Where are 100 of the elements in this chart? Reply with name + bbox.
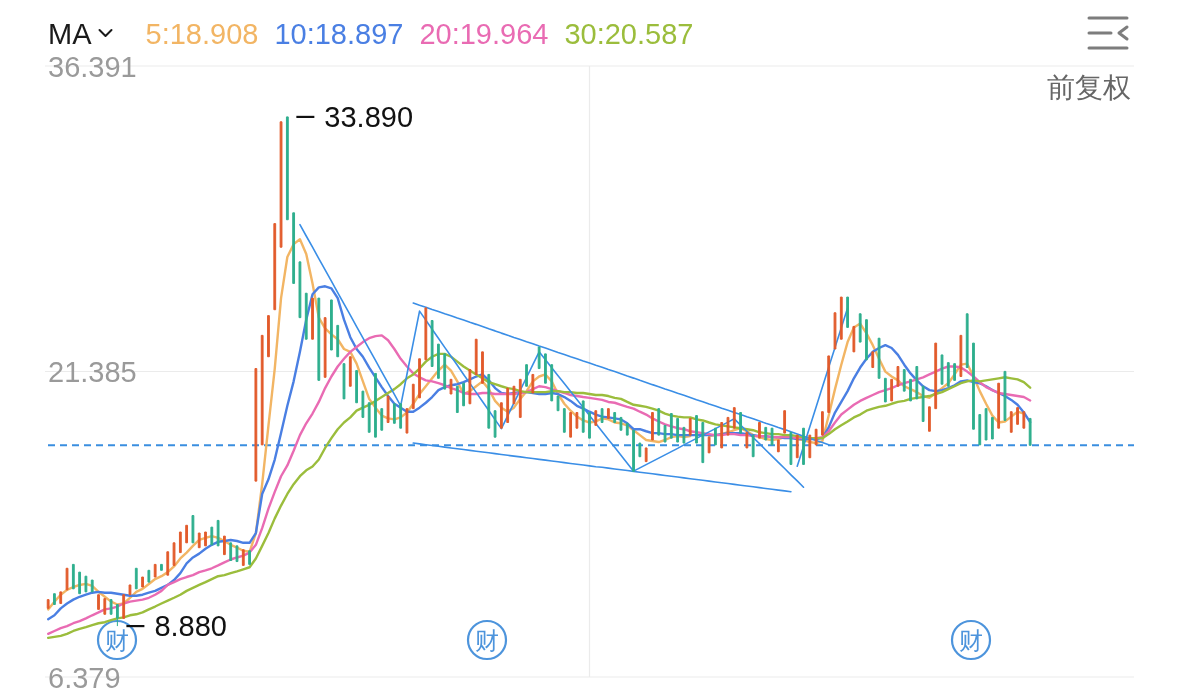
candlestick — [619, 416, 623, 431]
candlestick — [109, 599, 113, 615]
candlestick — [317, 297, 321, 381]
candlestick — [902, 369, 906, 392]
candlestick — [739, 412, 742, 434]
candlestick — [865, 319, 868, 361]
candlestick — [544, 353, 547, 384]
candlestick — [216, 519, 220, 547]
candlestick — [896, 366, 900, 387]
candlestick — [248, 550, 251, 565]
candlestick — [1028, 417, 1032, 446]
candlestick — [348, 356, 352, 387]
candlestick — [78, 571, 82, 595]
candlestick — [525, 364, 528, 387]
candlestick — [751, 434, 755, 458]
candlestick — [128, 584, 132, 596]
annotation: 财 — [959, 627, 983, 654]
text: 20:19.964 — [419, 18, 549, 50]
candlestick — [355, 370, 358, 404]
candlestick — [292, 212, 296, 284]
y-tick-label: 36.391 — [48, 50, 137, 83]
candlestick — [833, 312, 837, 350]
candlestick — [267, 315, 270, 358]
candlestick — [934, 342, 938, 410]
candlestick — [978, 414, 982, 446]
candlestick — [437, 343, 440, 379]
candlestick — [285, 116, 289, 221]
candlestick — [279, 121, 283, 248]
candlestick — [97, 594, 100, 610]
candlestick — [210, 526, 214, 546]
candlestick — [298, 261, 302, 319]
candlestick — [537, 346, 541, 370]
candlestick — [965, 313, 969, 369]
candlestick — [499, 402, 503, 429]
candlestick — [720, 422, 724, 449]
candlestick — [783, 410, 787, 434]
annotation: 33.890 — [324, 100, 414, 133]
candlestick — [909, 378, 912, 402]
candlestick — [569, 412, 573, 438]
candlestick — [676, 417, 680, 443]
candlestick — [405, 408, 409, 434]
candlestick — [468, 369, 472, 405]
candlestick — [166, 551, 170, 576]
candlestick — [424, 307, 428, 361]
annotation: 财 — [105, 627, 129, 654]
candlestick — [481, 351, 484, 384]
candlestick — [380, 408, 384, 431]
candlestick — [953, 363, 956, 381]
candlestick — [392, 403, 396, 424]
candlestick — [418, 358, 421, 399]
y-tick-label: 6.379 — [48, 661, 121, 690]
candlestick — [430, 320, 434, 368]
candlestick — [883, 377, 887, 403]
candlestick — [342, 363, 346, 400]
candlestick — [921, 385, 925, 422]
candlestick — [651, 412, 654, 441]
candlestick — [594, 410, 598, 426]
candlestick — [449, 378, 453, 395]
candlestick — [122, 594, 126, 619]
candlestick — [770, 427, 774, 446]
candlestick — [493, 410, 497, 438]
candlestick — [204, 531, 207, 547]
candlestick — [946, 362, 950, 387]
legend-title: MA — [48, 18, 93, 50]
candlestick — [550, 364, 554, 402]
candlestick — [802, 427, 805, 465]
text: 5:18.908 — [145, 18, 259, 50]
candlestick — [229, 542, 233, 562]
candlestick — [821, 411, 824, 436]
candlestick — [657, 408, 661, 436]
candlestick — [808, 434, 812, 459]
candlestick — [386, 395, 390, 423]
candlestick — [361, 390, 365, 418]
candlestick — [153, 563, 157, 578]
candlestick — [997, 382, 1001, 429]
candlestick — [877, 337, 881, 379]
candlestick — [518, 378, 522, 418]
candlestick — [644, 447, 648, 463]
candlestick — [399, 403, 403, 429]
candlestick — [443, 353, 447, 390]
candlestick — [663, 424, 667, 443]
candlestick — [795, 434, 799, 459]
candlestick — [928, 406, 931, 432]
candlestick — [581, 400, 585, 433]
candlestick — [575, 412, 579, 429]
candlestick — [984, 408, 988, 441]
candlestick — [764, 426, 768, 441]
candlestick — [134, 567, 138, 590]
candlestick — [374, 372, 377, 438]
candlestick — [474, 338, 478, 375]
candlestick — [600, 408, 604, 423]
candlestick — [260, 334, 264, 446]
candlestick — [235, 545, 239, 563]
candlestick — [273, 223, 277, 311]
candlestick — [172, 542, 176, 566]
candlestick — [846, 296, 849, 328]
candlestick — [65, 567, 69, 591]
candlestick — [487, 373, 491, 429]
candlestick — [46, 599, 50, 609]
candlestick — [1003, 370, 1007, 421]
